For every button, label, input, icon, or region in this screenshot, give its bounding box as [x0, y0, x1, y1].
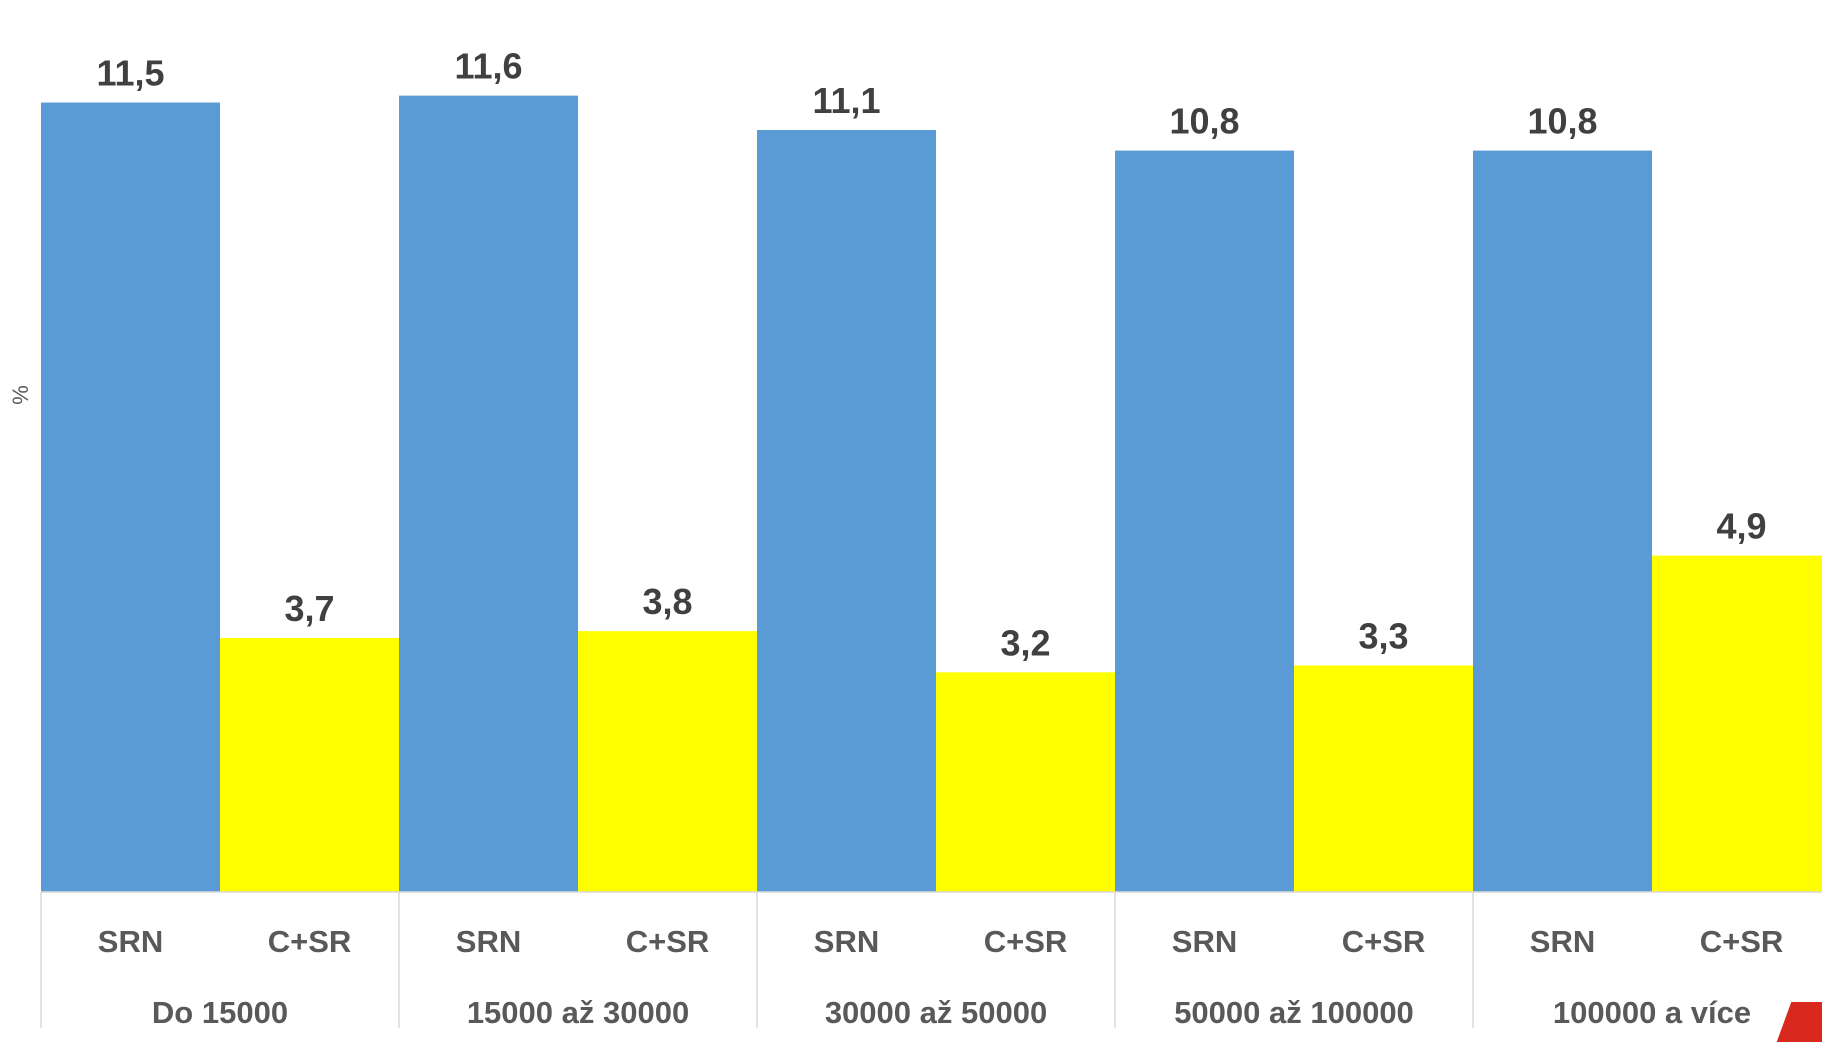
data-label: 10,8 — [1527, 101, 1597, 142]
bar-c-sr — [1652, 555, 1822, 892]
data-label: 4,9 — [1716, 506, 1766, 547]
bar-srn — [1115, 150, 1294, 893]
x-group-label: 30000 až 50000 — [825, 995, 1047, 1028]
x-tick-label: SRN — [98, 924, 163, 959]
x-group-label: 15000 až 30000 — [467, 995, 689, 1028]
bar-srn — [41, 102, 220, 893]
x-tick-label: C+SR — [1700, 924, 1784, 959]
data-label: 3,7 — [284, 588, 334, 629]
x-tick-label: C+SR — [268, 924, 352, 959]
data-label: 11,1 — [812, 80, 880, 121]
x-axis: SRN C+SR Do 15000 SRN C+SR 15000 až 30000 SRN C… — [40, 891, 1822, 1030]
bar-c-sr — [220, 637, 399, 892]
value-labels-layer: 11,5 3,7 11,6 3,8 11,1 3,2 10,8 3,3 10,8 4,9 — [96, 46, 1766, 664]
bar-c-sr — [1294, 665, 1473, 892]
bar-c-sr — [936, 672, 1115, 892]
data-label: 11,6 — [454, 46, 522, 87]
x-tick-label: SRN — [814, 924, 879, 959]
data-label: 3,3 — [1358, 615, 1408, 656]
data-label: 3,2 — [1000, 622, 1050, 663]
y-axis-label: % — [8, 385, 33, 405]
data-label: 3,8 — [642, 581, 692, 622]
x-tick-label: SRN — [456, 924, 521, 959]
x-tick-label: C+SR — [984, 924, 1068, 959]
data-label: 10,8 — [1169, 101, 1239, 142]
x-group-label: Do 15000 — [152, 995, 288, 1028]
bar-srn — [1473, 150, 1652, 893]
x-tick-label: C+SR — [1342, 924, 1426, 959]
data-label: 11,5 — [96, 53, 164, 94]
bar-srn — [757, 129, 936, 892]
bar-srn — [399, 95, 578, 892]
bar-c-sr — [578, 631, 757, 892]
x-tick-label: SRN — [1530, 924, 1595, 959]
x-group-label: 50000 až 100000 — [1174, 995, 1414, 1028]
x-group-label: 100000 a více — [1553, 995, 1751, 1028]
bars-layer — [41, 95, 1822, 893]
x-tick-label: C+SR — [626, 924, 710, 959]
x-tick-label: SRN — [1172, 924, 1237, 959]
